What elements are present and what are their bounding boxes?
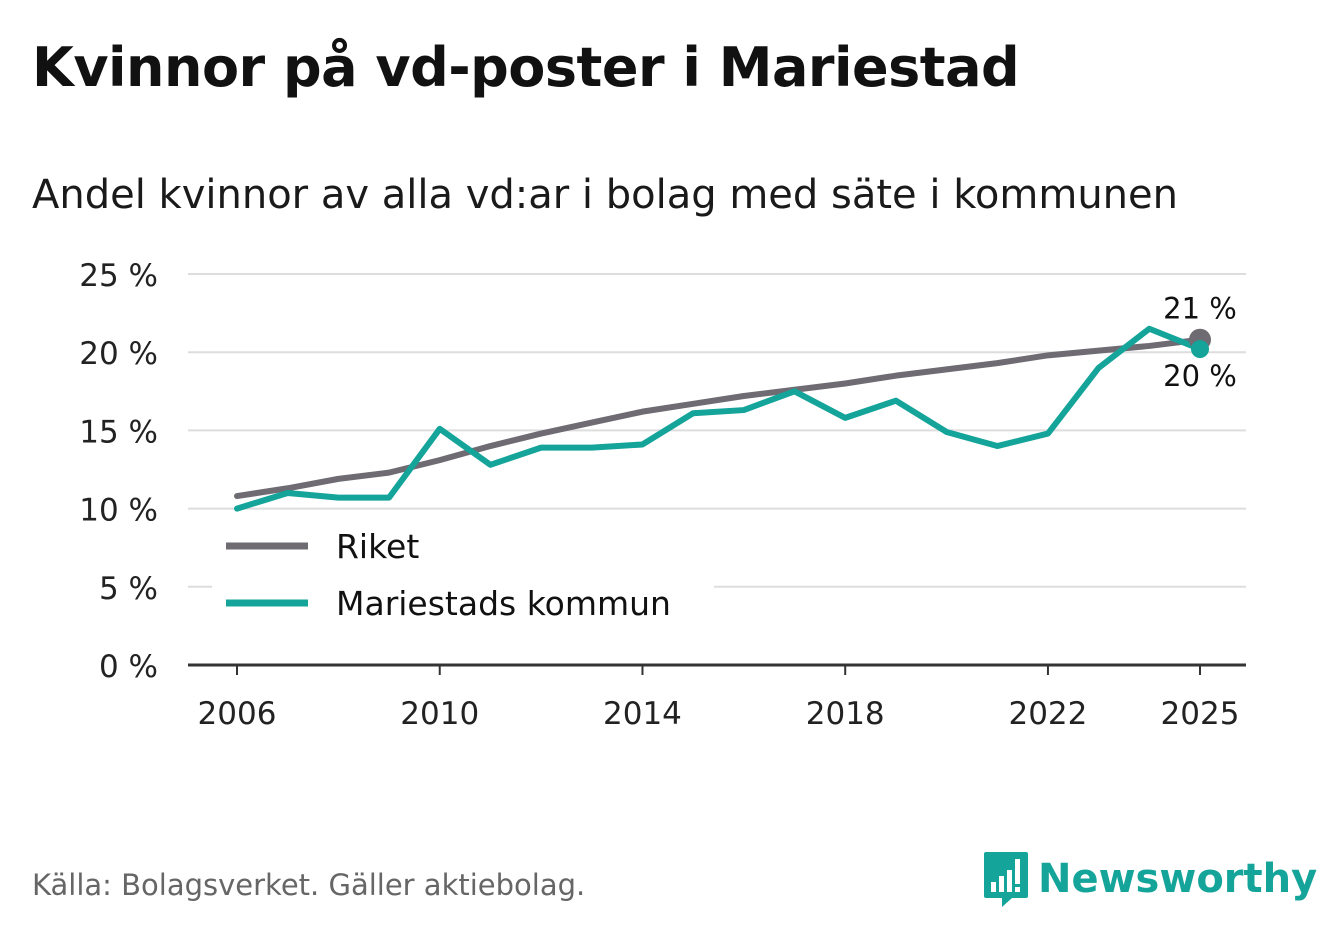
chart-title: Kvinnor på vd-poster i Mariestad bbox=[32, 36, 1020, 99]
series-line-riket bbox=[234, 336, 1203, 500]
x-tick-label: 2018 bbox=[806, 696, 885, 732]
y-tick-label: 25 % bbox=[79, 258, 158, 294]
x-tick-label: 2014 bbox=[603, 696, 682, 732]
x-tick-label: 2025 bbox=[1161, 696, 1240, 732]
brand-logo: Newsworthy bbox=[982, 850, 1317, 908]
legend-label-kommun: Mariestads kommun bbox=[336, 584, 671, 623]
y-tick-label: 20 % bbox=[79, 336, 158, 372]
newsworthy-logo-icon bbox=[984, 852, 1028, 907]
x-tick-label: 2022 bbox=[1008, 696, 1087, 732]
end-point-kommun bbox=[1191, 340, 1209, 359]
x-tick-label: 2010 bbox=[400, 696, 479, 732]
x-tick-label: 2006 bbox=[198, 696, 277, 732]
end-label-riket: 21 % bbox=[1163, 292, 1237, 326]
source-note: Källa: Bolagsverket. Gäller aktiebolag. bbox=[32, 868, 586, 902]
y-tick-label: 10 % bbox=[79, 493, 158, 529]
y-tick-label: 15 % bbox=[79, 414, 158, 450]
y-tick-label: 0 % bbox=[99, 649, 158, 685]
legend-label-riket: Riket bbox=[336, 527, 419, 566]
series-line-kommun bbox=[234, 325, 1203, 512]
y-tick-label: 5 % bbox=[99, 571, 158, 607]
end-label-kommun: 20 % bbox=[1163, 359, 1237, 393]
brand-name: Newsworthy bbox=[1038, 856, 1318, 902]
chart-subtitle: Andel kvinnor av alla vd:ar i bolag med … bbox=[32, 172, 1178, 218]
